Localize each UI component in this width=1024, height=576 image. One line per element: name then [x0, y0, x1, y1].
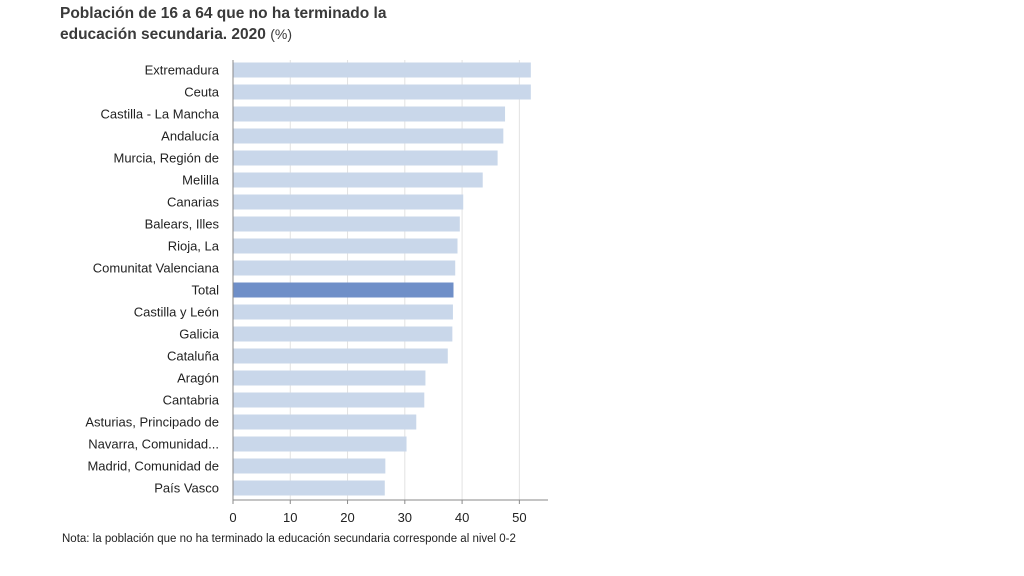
bar-17 [233, 436, 407, 452]
x-tick-label-30: 30 [398, 510, 412, 525]
category-label-15: Cantabria [163, 393, 220, 408]
category-label-14: Aragón [177, 371, 219, 386]
category-label-5: Melilla [182, 173, 220, 188]
bar-11 [233, 304, 453, 320]
bar-14 [233, 370, 426, 386]
bar-1 [233, 84, 531, 100]
chart-title-line2-row: educación secundaria. 2020 (%) [60, 24, 480, 45]
x-tick-label-0: 0 [229, 510, 236, 525]
category-label-17: Navarra, Comunidad... [88, 437, 219, 452]
chart-title-line2: educación secundaria. 2020 [60, 26, 266, 43]
category-label-11: Castilla y León [134, 305, 219, 320]
category-label-16: Asturias, Principado de [85, 415, 219, 430]
category-label-12: Galicia [179, 327, 220, 342]
category-label-0: Extremadura [145, 63, 220, 78]
chart-note: Nota: la población que no ha terminado l… [62, 533, 516, 545]
bar-0 [233, 62, 531, 78]
category-label-4: Murcia, Región de [114, 151, 220, 166]
bar-3 [233, 128, 504, 144]
category-label-18: Madrid, Comunidad de [87, 459, 219, 474]
bar-16 [233, 414, 417, 430]
category-label-3: Andalucía [161, 129, 220, 144]
chart-unit: (%) [270, 26, 292, 42]
bar-13 [233, 348, 448, 364]
category-label-8: Rioja, La [168, 239, 220, 254]
category-label-1: Ceuta [184, 85, 219, 100]
bar-7 [233, 216, 460, 232]
bar-5 [233, 172, 483, 188]
bar-4 [233, 150, 498, 166]
category-label-10: Total [192, 283, 220, 298]
category-label-9: Comunitat Valenciana [93, 261, 220, 276]
bar-15 [233, 392, 425, 408]
bar-18 [233, 458, 386, 474]
x-tick-label-50: 50 [512, 510, 526, 525]
chart-title-line1: Población de 16 a 64 que no ha terminado… [60, 5, 387, 22]
x-tick-label-20: 20 [340, 510, 354, 525]
x-tick-label-40: 40 [455, 510, 469, 525]
x-tick-label-10: 10 [283, 510, 297, 525]
category-label-19: País Vasco [154, 481, 219, 496]
bar-19 [233, 480, 385, 496]
category-label-6: Canarias [167, 195, 220, 210]
bar-9 [233, 260, 456, 276]
bar-6 [233, 194, 464, 210]
category-label-7: Balears, Illes [145, 217, 220, 232]
chart-title: Población de 16 a 64 que no ha terminado… [60, 4, 480, 45]
bar-2 [233, 106, 506, 122]
category-label-2: Castilla - La Mancha [101, 107, 220, 122]
category-label-13: Cataluña [167, 349, 220, 364]
bar-8 [233, 238, 458, 254]
bar-10 [233, 282, 454, 298]
bar-12 [233, 326, 453, 342]
